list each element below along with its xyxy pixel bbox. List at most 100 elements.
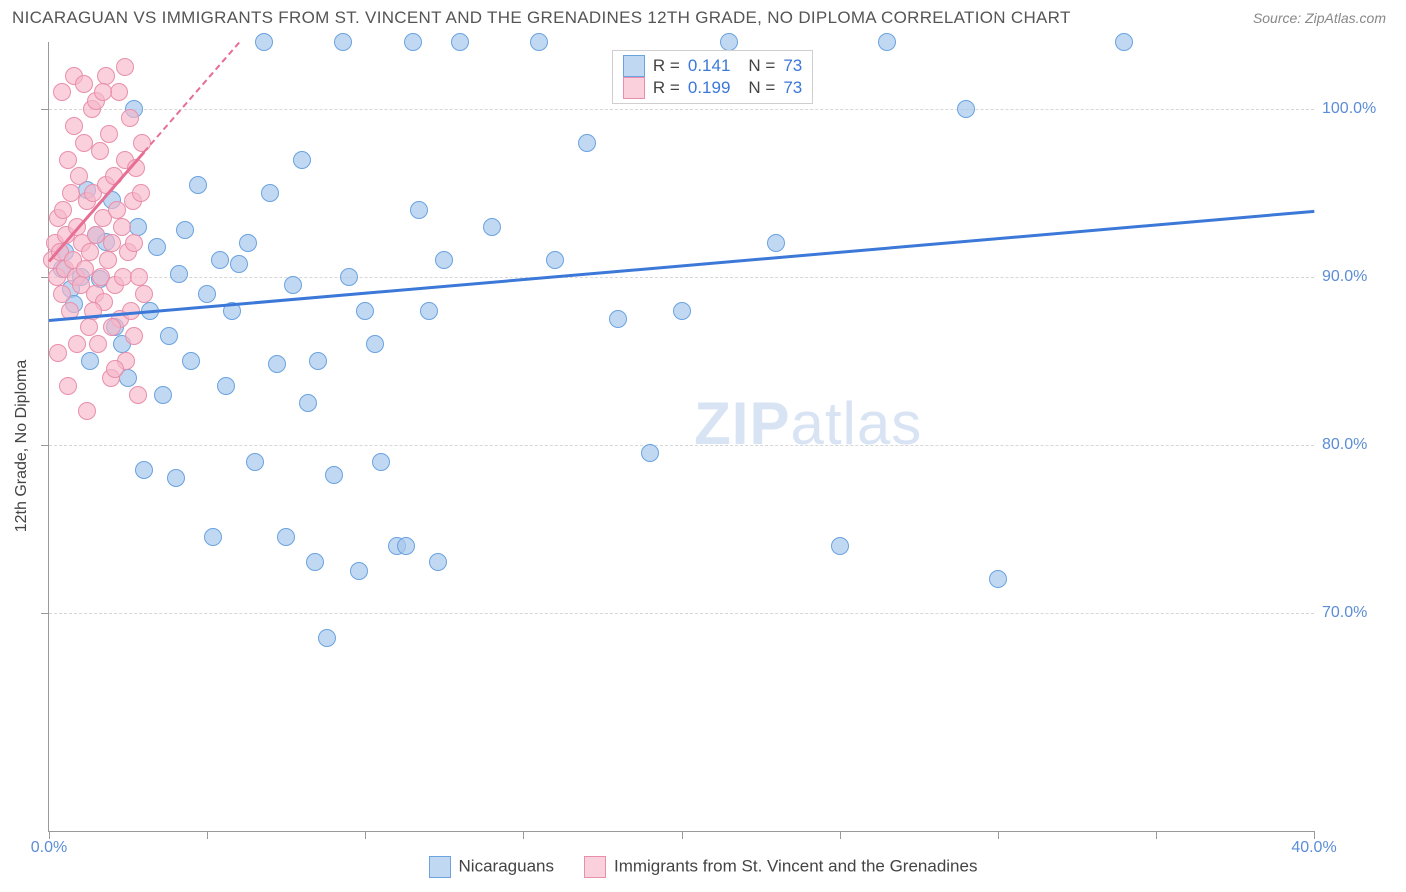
ytick [41,109,49,110]
xtick [998,831,999,839]
data-point [325,466,343,484]
data-point [277,528,295,546]
legend-label-series2: Immigrants from St. Vincent and the Gren… [614,856,977,875]
data-point [129,218,147,236]
data-point [420,302,438,320]
data-point [78,402,96,420]
legend-stats-row: R = 0.199 N = 73 [623,77,802,99]
data-point [80,318,98,336]
data-point [483,218,501,236]
legend-n-value: 73 [783,78,802,98]
data-point [54,201,72,219]
data-point [578,134,596,152]
data-point [130,268,148,286]
ytick-label: 70.0% [1322,604,1392,622]
legend-label-series1: Nicaraguans [459,856,554,875]
data-point [154,386,172,404]
legend-n-value: 73 [783,56,802,76]
data-point [309,352,327,370]
legend-stats: R = 0.141 N = 73 R = 0.199 N = 73 [612,50,813,104]
data-point [957,100,975,118]
data-point [1115,33,1133,51]
data-point [217,377,235,395]
legend-n-label: N = [748,56,775,76]
legend-bottom: Nicaraguans Immigrants from St. Vincent … [0,856,1406,878]
data-point [530,33,548,51]
data-point [113,218,131,236]
data-point [204,528,222,546]
legend-r-value: 0.199 [688,78,731,98]
data-point [356,302,374,320]
data-point [167,469,185,487]
data-point [284,276,302,294]
ytick [41,445,49,446]
data-point [135,285,153,303]
legend-swatch-series2 [584,856,606,878]
data-point [878,33,896,51]
data-point [340,268,358,286]
data-point [94,83,112,101]
data-point [125,234,143,252]
data-point [831,537,849,555]
data-point [106,360,124,378]
data-point [99,251,117,269]
data-point [53,285,71,303]
data-point [160,327,178,345]
legend-r-label: R = [653,56,680,76]
xtick [682,831,683,839]
xtick [1314,831,1315,839]
data-point [293,151,311,169]
legend-swatch-series1 [429,856,451,878]
ytick-label: 100.0% [1322,100,1392,118]
data-point [673,302,691,320]
data-point [81,352,99,370]
data-point [198,285,216,303]
data-point [132,184,150,202]
data-point [70,167,88,185]
data-point [318,629,336,647]
ytick-label: 80.0% [1322,436,1392,454]
xtick [365,831,366,839]
watermark-rest: atlas [790,390,922,457]
data-point [91,142,109,160]
title-bar: NICARAGUAN VS IMMIGRANTS FROM ST. VINCEN… [0,0,1406,36]
data-point [129,386,147,404]
data-point [268,355,286,373]
xtick [1156,831,1157,839]
data-point [182,352,200,370]
gridline [49,613,1314,614]
ytick-label: 90.0% [1322,268,1392,286]
xtick [840,831,841,839]
data-point [641,444,659,462]
data-point [397,537,415,555]
data-point [176,221,194,239]
xtick [49,831,50,839]
data-point [189,176,207,194]
data-point [609,310,627,328]
data-point [767,234,785,252]
legend-r-value: 0.141 [688,56,731,76]
data-point [350,562,368,580]
xtick [523,831,524,839]
data-point [410,201,428,219]
data-point [989,570,1007,588]
data-point [125,327,143,345]
gridline [49,445,1314,446]
data-point [334,33,352,51]
data-point [170,265,188,283]
source-text: Source: ZipAtlas.com [1253,10,1386,26]
data-point [211,251,229,269]
data-point [299,394,317,412]
data-point [75,75,93,93]
legend-r-label: R = [653,78,680,98]
data-point [133,134,151,152]
data-point [59,377,77,395]
legend-stats-row: R = 0.141 N = 73 [623,55,802,77]
data-point [148,238,166,256]
data-point [435,251,453,269]
legend-n-label: N = [748,78,775,98]
data-point [121,109,139,127]
data-point [720,33,738,51]
scatter-chart: ZIPatlas 70.0%80.0%90.0%100.0%0.0%40.0%R… [48,42,1314,832]
data-point [49,344,67,362]
